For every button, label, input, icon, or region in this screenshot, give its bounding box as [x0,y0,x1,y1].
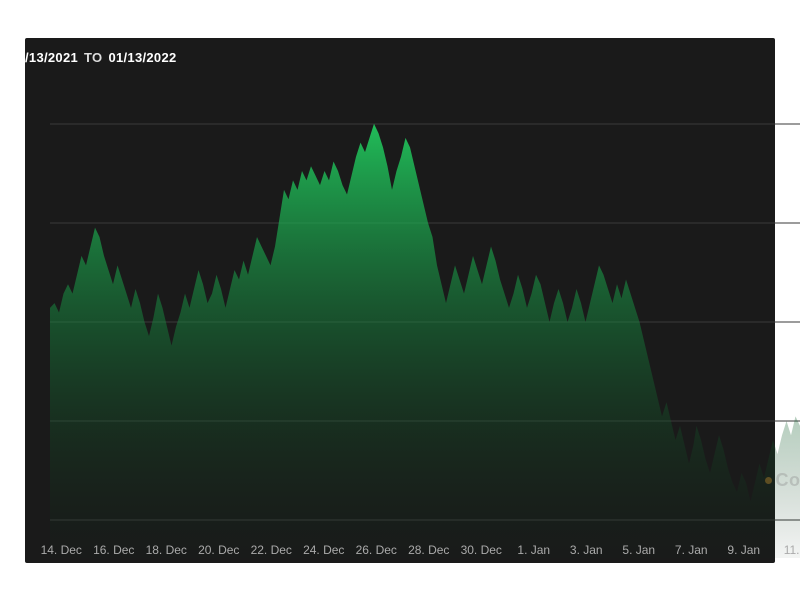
area-fill [50,123,800,557]
date-to-label: TO [84,50,102,65]
watermark-text: Coi [776,470,800,491]
watermark-dot-icon [765,477,772,484]
x-tick: 1. Jan [517,543,550,557]
date-to: 01/13/2022 [108,50,176,65]
page-frame: /13/2021 TO 01/13/2022 Coi 14 [0,0,800,600]
x-axis: 14. Dec16. Dec18. Dec20. Dec22. Dec24. D… [50,535,800,561]
x-tick: 20. Dec [198,543,239,557]
x-tick: 28. Dec [408,543,449,557]
x-tick: 18. Dec [146,543,187,557]
chart-svg [50,86,800,558]
x-tick: 5. Jan [622,543,655,557]
x-tick: 9. Jan [727,543,760,557]
date-from: /13/2021 [25,50,78,65]
x-tick: 11. J [784,543,800,557]
watermark: Coi [765,470,800,491]
x-tick: 14. Dec [41,543,82,557]
x-tick: 24. Dec [303,543,344,557]
x-tick: 30. Dec [461,543,502,557]
date-range: /13/2021 TO 01/13/2022 [25,50,177,65]
x-tick: 16. Dec [93,543,134,557]
x-tick: 26. Dec [356,543,397,557]
chart-plot-area[interactable]: Coi [50,86,800,558]
x-tick: 7. Jan [675,543,708,557]
price-chart: /13/2021 TO 01/13/2022 Coi 14 [25,38,775,563]
x-tick: 22. Dec [251,543,292,557]
x-tick: 3. Jan [570,543,603,557]
